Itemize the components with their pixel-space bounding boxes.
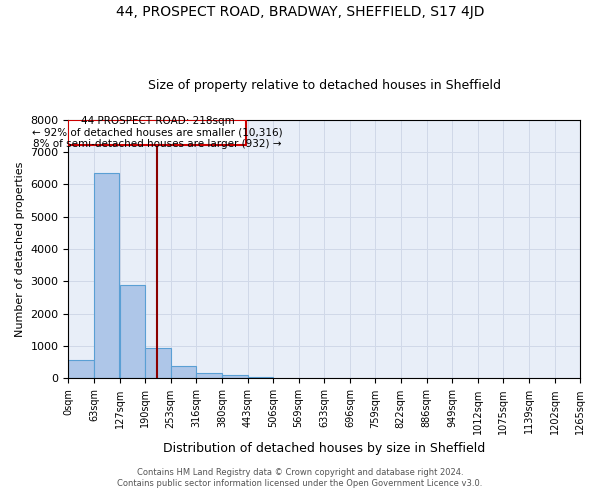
Y-axis label: Number of detached properties: Number of detached properties: [15, 162, 25, 336]
Title: Size of property relative to detached houses in Sheffield: Size of property relative to detached ho…: [148, 79, 501, 92]
Bar: [120, 284, 145, 378]
Bar: [145, 348, 171, 378]
Bar: [248, 376, 273, 378]
Bar: [196, 374, 221, 378]
Bar: [94, 173, 119, 378]
Bar: [68, 120, 247, 146]
Text: 44, PROSPECT ROAD, BRADWAY, SHEFFIELD, S17 4JD: 44, PROSPECT ROAD, BRADWAY, SHEFFIELD, S…: [116, 5, 484, 19]
Text: 44 PROSPECT ROAD: 218sqm
← 92% of detached houses are smaller (10,316)
8% of sem: 44 PROSPECT ROAD: 218sqm ← 92% of detach…: [32, 116, 283, 150]
Bar: [171, 366, 196, 378]
Bar: [222, 375, 248, 378]
Bar: [68, 360, 94, 378]
X-axis label: Distribution of detached houses by size in Sheffield: Distribution of detached houses by size …: [163, 442, 485, 455]
Text: Contains HM Land Registry data © Crown copyright and database right 2024.
Contai: Contains HM Land Registry data © Crown c…: [118, 468, 482, 487]
